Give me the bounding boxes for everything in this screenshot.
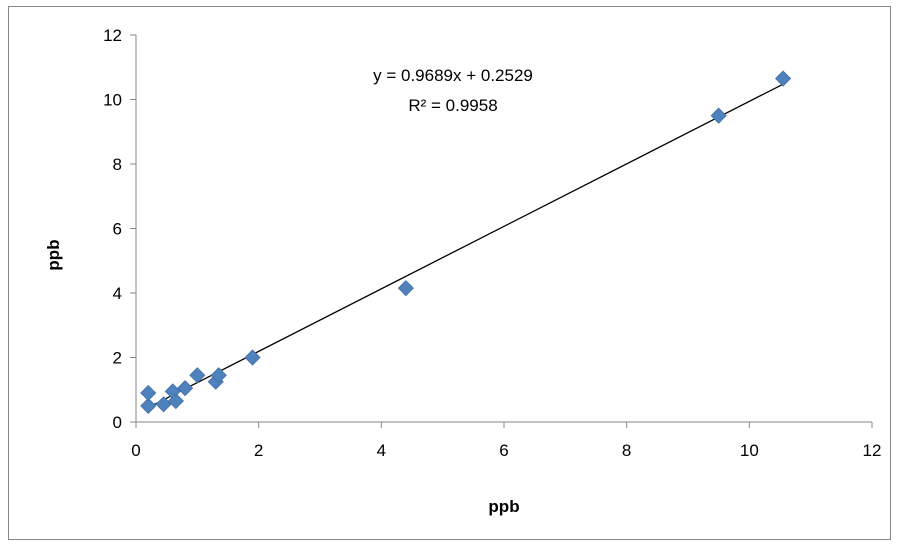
y-tick-label: 12	[103, 26, 122, 45]
data-point	[167, 392, 184, 410]
y-tick-label: 4	[113, 284, 122, 303]
data-points	[140, 70, 792, 414]
data-point	[775, 70, 792, 87]
data-point	[140, 397, 157, 414]
data-point	[155, 396, 172, 413]
y-axis-label: ppb	[44, 239, 63, 270]
y-tick-label: 2	[113, 349, 122, 368]
data-point	[177, 380, 194, 397]
y-tick-label: 8	[113, 155, 122, 174]
y-tick-label: 10	[103, 91, 122, 110]
x-axis-label: ppb	[488, 497, 519, 516]
tick-labels: 0 2 4 6 8 10 12 0 2 4 6 8 10 12	[103, 26, 881, 460]
axes	[130, 34, 873, 428]
x-tick-label: 8	[622, 441, 631, 460]
x-tick-label: 6	[499, 441, 508, 460]
x-tick-label: 0	[131, 441, 140, 460]
y-tick-label: 6	[113, 220, 122, 239]
data-point	[397, 280, 414, 297]
trendline	[147, 83, 784, 409]
data-point	[244, 349, 261, 366]
chart-frame: 0 2 4 6 8 10 12 0 2 4 6 8 10 12 y = 0.9689x + 0.2529 …	[8, 6, 891, 540]
data-point	[140, 384, 157, 402]
data-point	[189, 367, 206, 384]
y-tick-label: 0	[113, 413, 122, 432]
trendline-equation: y = 0.9689x + 0.2529	[373, 66, 533, 85]
data-point	[710, 107, 727, 124]
data-point	[210, 367, 227, 384]
x-tick-label: 4	[377, 441, 386, 460]
x-tick-label: 12	[863, 441, 882, 460]
x-tick-label: 2	[254, 441, 263, 460]
trendline-r-squared: R² = 0.9958	[408, 96, 497, 115]
x-tick-label: 10	[740, 441, 759, 460]
